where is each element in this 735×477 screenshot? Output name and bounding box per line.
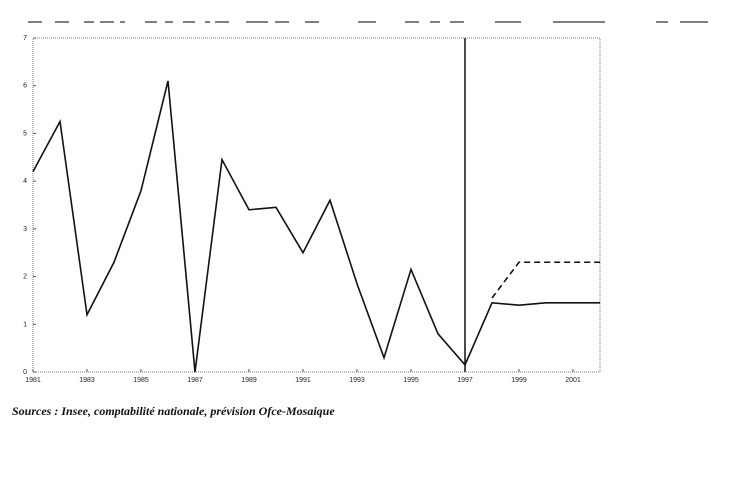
x-tick-label: 1987 [187, 377, 203, 384]
chart: 0 1 2 3 4 5 6 7 1981 1983 1985 1987 1989 1991 1993 1995… [23, 21, 708, 384]
y-tick-label: 2 [23, 274, 27, 281]
series-line [32, 80, 600, 373]
source-note: Sources : Insee, comptabilité nationale,… [12, 404, 335, 418]
y-tick-label: 3 [23, 226, 27, 233]
y-tick-label: 1 [23, 321, 27, 328]
y-tick-label: 5 [23, 130, 27, 137]
x-tick-label: 1999 [511, 377, 527, 384]
y-tick-label: 7 [23, 35, 27, 42]
y-tick-label: 0 [23, 369, 27, 376]
x-tick-label: 1997 [457, 377, 473, 384]
x-tick-label: 1983 [79, 377, 95, 384]
x-tick-label: 1991 [295, 377, 311, 384]
x-tick-label: 1993 [349, 377, 365, 384]
y-tick-label: 4 [23, 178, 27, 185]
x-tick-label: 1985 [133, 377, 149, 384]
y-tick-label: 6 [23, 83, 27, 90]
x-tick-label: 1989 [241, 377, 257, 384]
plot-frame [32, 37, 601, 373]
x-tick-label: 2001 [565, 377, 581, 384]
forecast-line [491, 261, 600, 299]
x-tick-label: 1981 [25, 377, 41, 384]
x-tick-label: 1995 [403, 377, 419, 384]
